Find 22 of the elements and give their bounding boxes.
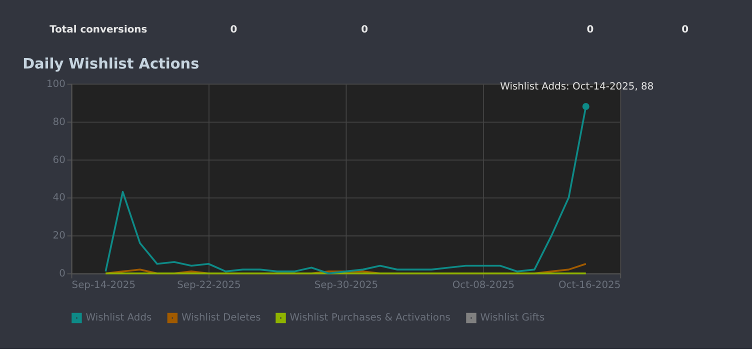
legend-label: Wishlist Purchases & Activations — [290, 312, 450, 324]
text: 0 — [230, 24, 238, 36]
annotation: Wishlist Adds: Oct-14-2025, 88 — [500, 81, 654, 92]
text: 0 — [361, 24, 368, 36]
text: Total conversions — [50, 24, 148, 36]
x-tick-label: Oct-16-2025 — [558, 280, 621, 292]
y-tick-label: 100 — [46, 78, 66, 90]
y-tick-label: 20 — [52, 230, 66, 242]
y-tick-label: 80 — [52, 116, 66, 128]
x-tick-label: Sep-30-2025 — [314, 280, 378, 292]
x-tick-label: Sep-14-2025 — [72, 280, 136, 292]
x-tick-label: Oct-08-2025 — [452, 280, 515, 292]
text: 0 — [586, 24, 594, 36]
legend-label: Wishlist Gifts — [480, 312, 545, 324]
y-tick-label: 0 — [59, 268, 66, 280]
x-tick-label: Sep-22-2025 — [177, 280, 241, 292]
legend-label: Wishlist Adds — [86, 312, 152, 324]
legend-label: Wishlist Deletes — [181, 312, 261, 324]
y-tick-label: 60 — [52, 154, 66, 166]
text: 0 — [682, 24, 689, 36]
y-tick-label: 40 — [52, 192, 66, 204]
chart-title: Daily Wishlist Actions — [22, 56, 200, 72]
